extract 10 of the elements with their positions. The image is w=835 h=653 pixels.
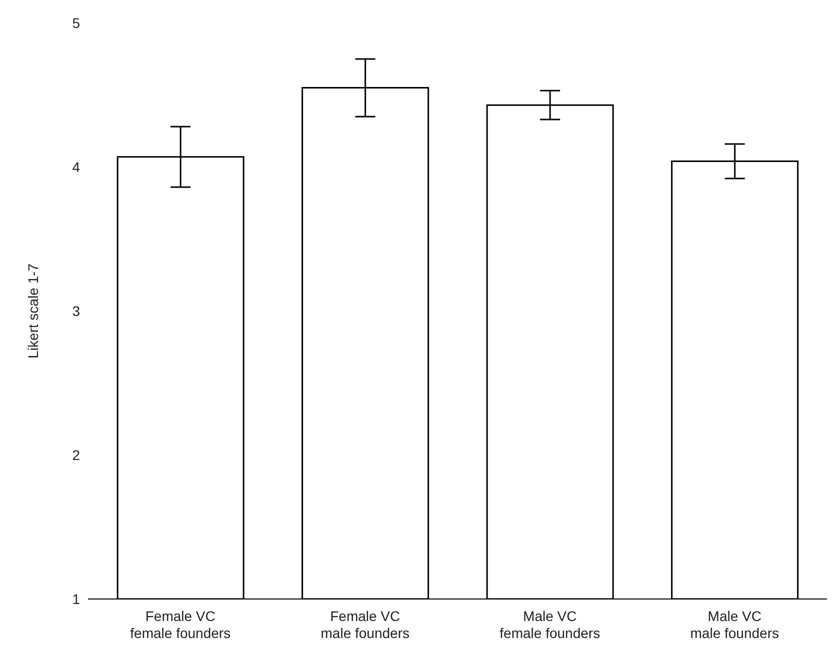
y-tick-label: 4 (72, 158, 80, 175)
y-tick-label: 2 (72, 446, 80, 463)
x-tick-label: Female VC female founders (130, 608, 231, 641)
x-tick-label: Male VC male founders (690, 608, 779, 641)
y-axis-title: Likert scale 1-7 (24, 263, 41, 358)
x-tick-label: Female VC male founders (320, 608, 410, 641)
y-tick-label: 5 (72, 14, 80, 31)
y-tick-label: 1 (72, 590, 80, 607)
y-tick-label: 3 (72, 302, 80, 319)
x-tick-label: Male VC female founders (500, 608, 600, 641)
